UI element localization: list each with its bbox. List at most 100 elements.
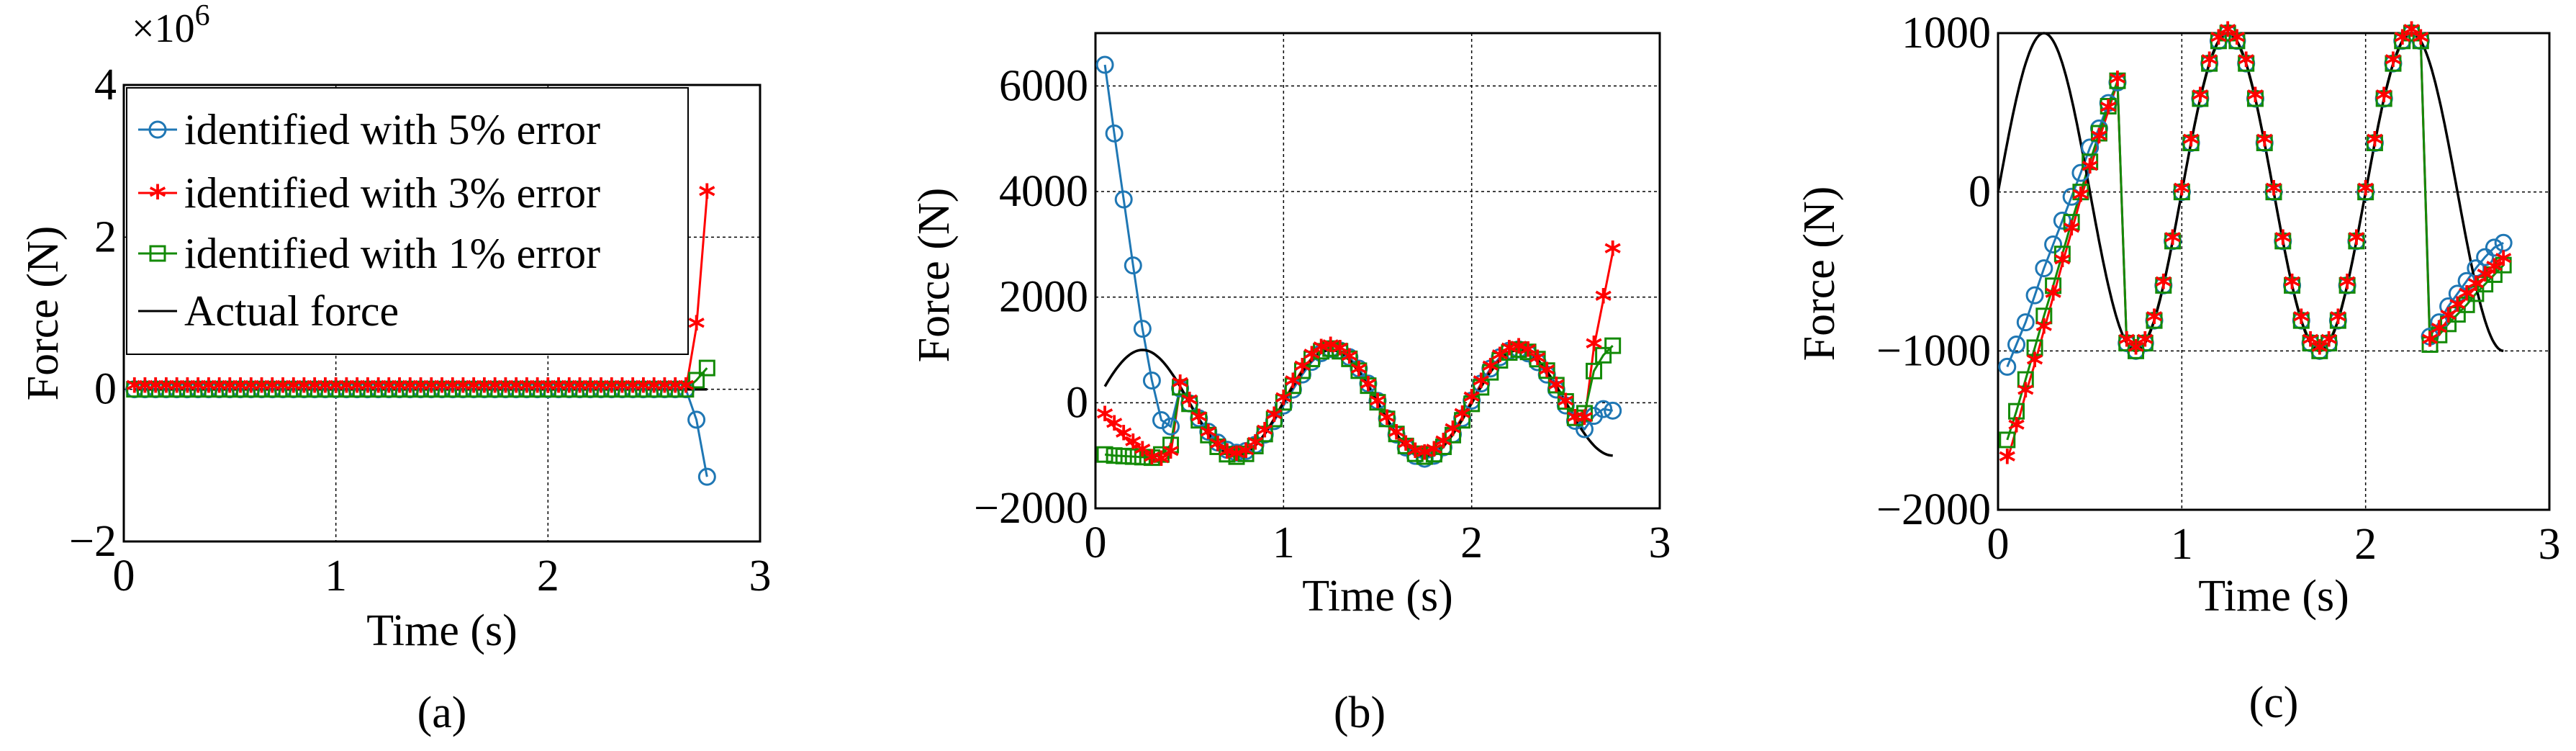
marker-1pct [1284,377,1301,395]
marker-1pct [1134,449,1151,466]
marker-1pct [603,381,620,398]
marker-3pct: * [613,372,631,410]
marker-1pct [2100,98,2117,115]
marker-3pct: * [1134,435,1151,474]
marker-3pct: * [1999,443,2016,482]
marker-3pct: * [1566,403,1583,441]
marker-3pct: * [2082,152,2099,191]
x-tick-label: 3 [2539,520,2561,569]
marker-1pct [2477,276,2494,293]
marker-3pct: * [1293,351,1311,390]
marker-3pct: * [2026,346,2043,385]
marker-1pct [232,381,249,398]
marker-3pct: * [518,372,535,410]
marker-1pct [2495,256,2512,274]
marker-1pct [1115,447,1132,464]
y-tick-label: −2000 [1876,485,1991,534]
marker-3pct: * [1341,342,1358,381]
marker-3pct: * [2219,15,2236,54]
marker-3pct: * [1152,444,1170,483]
marker-1pct [582,381,599,398]
marker-3pct: * [306,372,323,410]
grid-c [1998,33,2549,510]
marker-1pct [1482,364,1499,381]
marker-3pct: * [2338,267,2356,306]
marker-3pct: * [1350,354,1368,393]
marker-3pct: * [370,372,387,410]
marker-3pct: * [677,372,695,410]
marker-1pct [507,381,525,398]
marker-1pct [1454,412,1471,429]
y-tick-label: 0 [1066,378,1088,427]
marker-1pct [348,381,366,398]
marker-3pct: * [1397,429,1414,468]
marker-1pct [1124,448,1142,465]
marker-1pct [433,381,451,398]
marker-3pct: * [189,372,207,410]
marker-1pct [487,381,504,398]
marker-1pct [243,381,260,398]
marker-1pct [2008,403,2025,420]
marker-1pct [2238,55,2255,72]
marker-3pct: * [529,372,546,410]
marker-3pct: * [1190,403,1208,441]
marker-5pct [1133,320,1152,338]
marker-3pct: * [211,372,228,410]
marker-1pct [2467,285,2485,302]
marker-1pct [2146,312,2163,329]
marker-3pct: * [1576,403,1593,442]
marker-3pct: * [1519,336,1537,374]
marker-3pct: * [444,372,461,410]
marker-1pct [1313,343,1330,360]
marker-1pct [2284,276,2301,294]
marker-3pct: * [2292,302,2310,341]
marker-3pct: * [656,372,673,410]
marker-3pct: * [391,372,408,410]
marker-1pct [2155,276,2172,294]
marker-3pct: * [232,372,249,410]
marker-3pct: * [1237,436,1255,475]
marker-1pct [1378,410,1396,428]
marker-1pct [539,381,556,398]
marker-1pct [1406,445,1424,462]
marker-1pct [274,381,292,398]
marker-3pct: * [348,372,366,410]
marker-1pct [1547,377,1565,394]
marker-1pct [306,381,323,398]
marker-3pct: * [1510,332,1527,371]
x-tick-label: 2 [537,552,559,601]
marker-1pct [2385,55,2402,72]
marker-5pct [2476,248,2495,266]
marker-3pct: * [2421,325,2439,364]
marker-5pct [2025,286,2044,305]
marker-1pct [2082,153,2099,171]
marker-1pct [1143,449,1160,467]
marker-1pct [253,381,271,398]
marker-1pct [412,381,430,398]
caption-c: (c) [2249,678,2299,727]
marker-1pct [1200,426,1217,444]
marker-1pct [1181,395,1198,413]
marker-1pct [338,381,355,398]
marker-5pct [1095,55,1114,74]
y-multiplier-a: ×106 [132,0,210,51]
marker-1pct [497,381,514,398]
marker-1pct [518,381,535,398]
marker-3pct: * [274,372,292,410]
marker-1pct [2256,134,2273,151]
x-tick-label: 3 [749,552,772,601]
marker-3pct: * [2053,246,2071,284]
marker-1pct [327,381,345,398]
marker-5pct [1105,124,1124,143]
marker-1pct [147,381,164,398]
marker-3pct: * [253,372,271,410]
marker-1pct [1360,377,1377,395]
marker-1pct [1434,438,1452,455]
y-tick-label: 0 [94,365,117,414]
y-tick-label: 0 [1969,168,1991,217]
marker-1pct [1604,337,1622,354]
marker-3pct: * [1586,329,1603,368]
